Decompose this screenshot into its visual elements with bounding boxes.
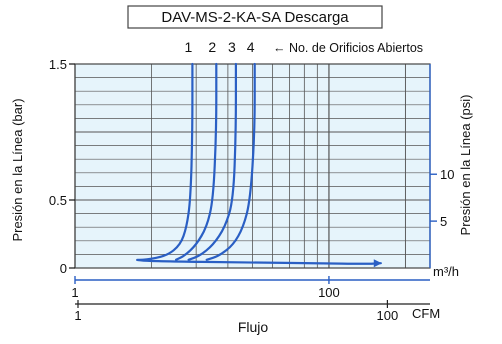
annotation-open-orifices: ← No. de Orificios Abiertos [273, 41, 423, 55]
y-axis-label-left: Presión en la Línea (bar) [10, 98, 25, 241]
x-unit-top: m³/h [433, 264, 459, 279]
chart-title: DAV-MS-2-KA-SA Descarga [161, 9, 349, 26]
x-cfm-tick-label: 100 [377, 308, 399, 323]
series-line-3 [187, 62, 238, 261]
x-m3h-tick-label: 1 [71, 285, 78, 300]
x-unit-bottom: CFM [412, 306, 440, 321]
series-1-arrowhead [373, 259, 382, 268]
title-box [127, 5, 383, 29]
x-axis-label: Flujo [238, 319, 269, 335]
y-left-tick-label: 1.5 [49, 57, 67, 72]
series-label-2: 2 [208, 39, 216, 55]
series-line-4 [205, 62, 256, 261]
y-right-tick-label: 5 [440, 214, 447, 229]
y-left-tick-label: 0 [60, 261, 67, 276]
x-m3h-tick-label: 100 [318, 285, 340, 300]
y-right-tick-label: 10 [440, 167, 454, 182]
x-cfm-tick-label: 1 [74, 308, 81, 323]
series-line-2 [175, 62, 218, 261]
series-label-1: 1 [185, 39, 193, 55]
series-label-4: 4 [247, 39, 255, 55]
series-line-1 [136, 62, 382, 265]
y-axis-label-right: Presión en la Línea (psi) [458, 95, 473, 236]
series-label-3: 3 [228, 39, 236, 55]
y-left-tick-label: 0.5 [49, 193, 67, 208]
plot-area [69, 62, 437, 308]
